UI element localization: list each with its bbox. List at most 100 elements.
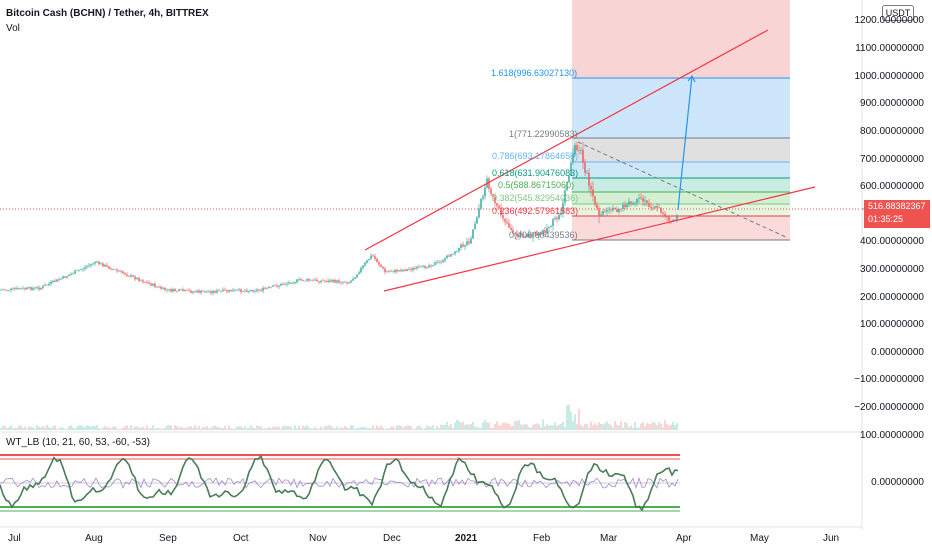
volume-bar — [670, 424, 672, 430]
candle-body — [368, 259, 370, 261]
volume-bar — [514, 421, 516, 430]
candle-body — [392, 271, 394, 273]
volume-bar — [570, 412, 572, 430]
volume-bar — [12, 428, 14, 430]
volume-bar — [404, 425, 406, 430]
candle-body — [560, 212, 562, 215]
volume-bar — [72, 427, 74, 430]
volume-bar — [36, 425, 38, 430]
volume-bar — [84, 427, 86, 430]
volume-bar — [562, 421, 564, 430]
volume-bar — [414, 428, 416, 430]
candle-body — [228, 289, 230, 292]
volume-bar — [248, 427, 250, 430]
volume-bar — [608, 423, 610, 430]
candle-body — [300, 279, 302, 280]
candle-body — [662, 212, 664, 214]
volume-bar — [462, 421, 464, 430]
volume-bar — [592, 424, 594, 430]
candle-body — [126, 274, 128, 276]
candle-body — [100, 263, 102, 265]
candle-body — [346, 282, 348, 284]
volume-bar — [434, 428, 436, 430]
volume-bar — [450, 424, 452, 430]
fib-zone-1 — [572, 138, 790, 162]
volume-bar — [372, 425, 374, 430]
volume-bar — [230, 428, 232, 430]
volume-bar — [280, 428, 282, 430]
volume-bar — [138, 427, 140, 430]
candle-body — [112, 269, 114, 270]
candle-body — [402, 269, 404, 272]
volume-bar — [554, 422, 556, 430]
volume-bar — [82, 426, 84, 430]
volume-bar — [326, 426, 328, 430]
volume-bar — [408, 425, 410, 430]
volume-bar — [70, 425, 72, 430]
candle-body — [320, 280, 322, 283]
volume-bar — [200, 428, 202, 430]
volume-bar — [208, 428, 210, 430]
volume-bar — [668, 425, 670, 430]
volume-bar — [288, 426, 290, 430]
candle-body — [60, 278, 62, 280]
volume-bar — [128, 428, 130, 430]
volume-bar — [368, 428, 370, 430]
candle-body — [290, 282, 292, 284]
time-tick: May — [750, 533, 769, 544]
candle-body — [642, 197, 644, 202]
candle-body — [518, 235, 520, 236]
candle-body — [62, 276, 64, 279]
volume-bar — [206, 425, 208, 430]
current-price-value: 516.88382367 — [868, 201, 926, 211]
volume-bar — [504, 422, 506, 430]
volume-bar — [68, 425, 70, 430]
candle-body — [546, 227, 548, 233]
volume-bar — [196, 428, 198, 430]
candle-body — [136, 278, 138, 280]
volume-bar — [346, 427, 348, 430]
volume-bar — [452, 428, 454, 430]
candle-body — [608, 209, 610, 211]
candle-body — [200, 290, 202, 293]
volume-bar — [256, 425, 258, 430]
volume-bar — [98, 428, 100, 430]
volume-bar — [94, 426, 96, 430]
candle-body — [400, 270, 402, 272]
fib-zone-extension — [572, 78, 790, 138]
candle-body — [456, 250, 458, 252]
candle-body — [612, 208, 614, 211]
candle-body — [26, 287, 28, 290]
volume-bar — [122, 428, 124, 430]
candle-body — [454, 251, 456, 254]
candle-body — [406, 269, 408, 271]
candle-body — [490, 188, 492, 195]
candle-body — [638, 197, 640, 199]
volume-bar — [210, 428, 212, 430]
candle-body — [298, 279, 300, 280]
volume-bar — [342, 427, 344, 430]
candle-body — [556, 217, 558, 220]
candle-body — [578, 150, 580, 151]
candle-body — [570, 162, 572, 177]
candle-body — [446, 255, 448, 259]
candle-body — [42, 285, 44, 288]
volume-bar — [510, 426, 512, 430]
volume-bar — [160, 428, 162, 430]
volume-bar — [348, 428, 350, 430]
volume-bar — [366, 427, 368, 430]
candle-body — [234, 290, 236, 291]
volume-bar — [560, 423, 562, 430]
candle-body — [362, 265, 364, 268]
currency-button[interactable]: USDT — [882, 5, 914, 21]
candle-body — [398, 270, 400, 272]
candle-body — [244, 290, 246, 292]
candle-body — [324, 280, 326, 282]
candle-body — [354, 277, 356, 280]
volume-bar — [184, 427, 186, 430]
volume-bar — [568, 404, 570, 430]
volume-bar — [22, 428, 24, 430]
candle-body — [96, 261, 98, 263]
candle-body — [648, 202, 650, 207]
